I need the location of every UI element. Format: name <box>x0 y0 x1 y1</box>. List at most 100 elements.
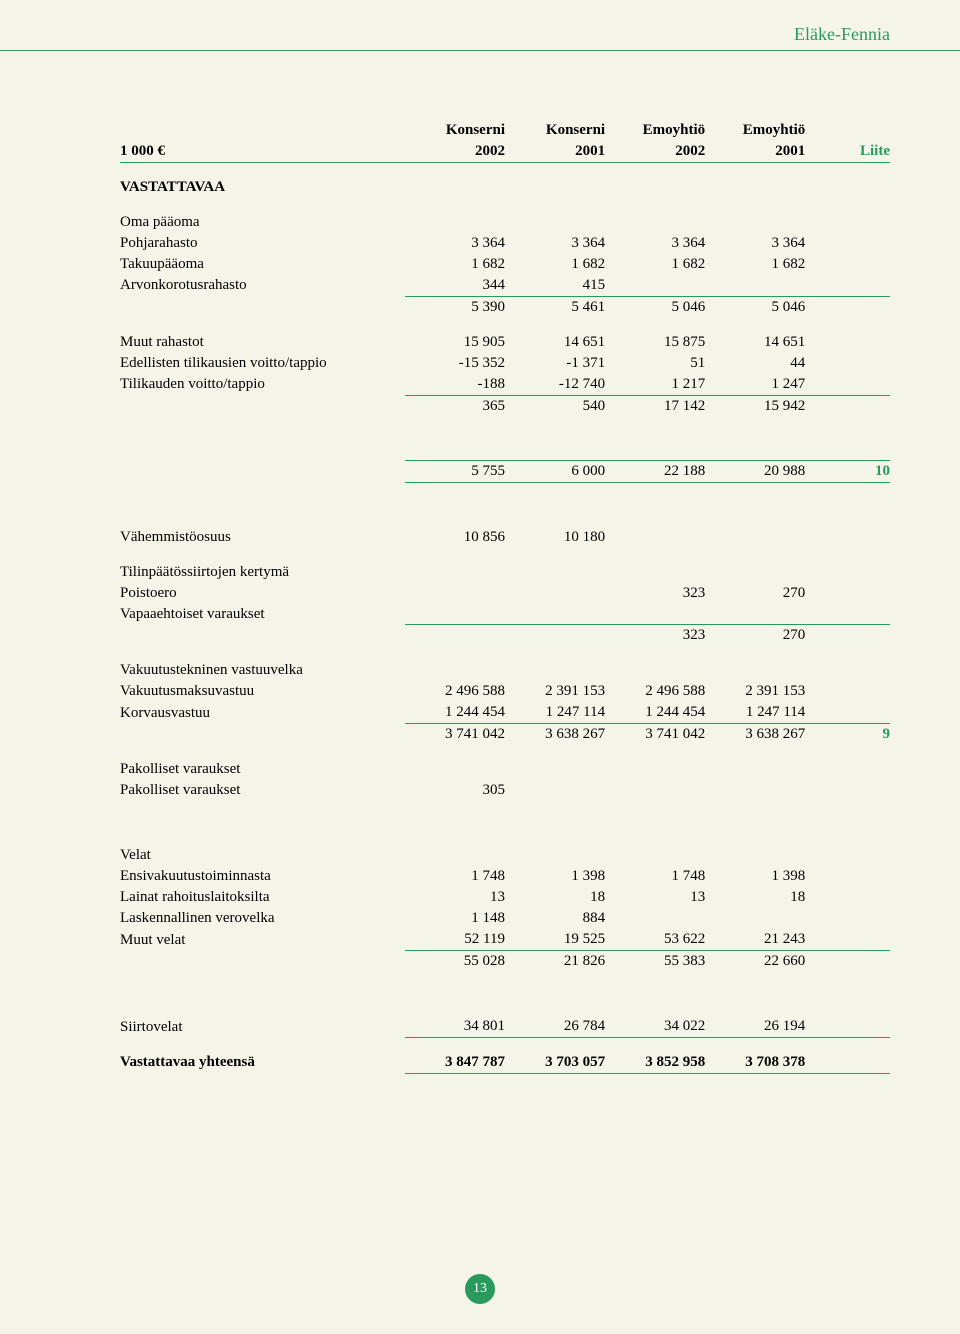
row-label: Vapaaehtoiset varaukset <box>120 604 405 625</box>
section-title-row: VASTATTAVAA <box>120 177 890 198</box>
table-row: Muut velat52 11919 52553 62221 243 <box>120 929 890 951</box>
table-row: Siirtovelat34 80126 78434 02226 194 <box>120 1016 890 1038</box>
block-heading-row: Oma pääoma <box>120 212 890 233</box>
table-row: 5 3905 4615 0465 046 <box>120 296 890 318</box>
row-label: Siirtovelat <box>120 1016 405 1038</box>
block-heading: Tilinpäätössiirtojen kertymä <box>120 562 890 583</box>
row-label: Korvausvastuu <box>120 702 405 724</box>
col-header: Emoyhtiö <box>705 120 805 141</box>
table-row: Poistoero323270 <box>120 583 890 604</box>
value-cell: 1 247 114 <box>505 702 605 724</box>
liite-cell <box>805 908 890 929</box>
liite-cell <box>805 681 890 702</box>
value-cell: 5 461 <box>505 296 605 318</box>
financial-table: KonserniKonserniEmoyhtiöEmoyhtiö1 000 €2… <box>120 120 890 1087</box>
value-cell: -1 371 <box>505 353 605 374</box>
liite-cell <box>805 233 890 254</box>
liite-cell: 10 <box>805 461 890 483</box>
table-row: 323270 <box>120 625 890 647</box>
value-cell <box>705 604 805 625</box>
value-cell: 44 <box>705 353 805 374</box>
liite-cell <box>805 625 890 647</box>
value-cell <box>705 780 805 801</box>
value-cell <box>705 275 805 297</box>
value-cell: 3 703 057 <box>505 1052 605 1074</box>
table-row: Pakolliset varaukset305 <box>120 780 890 801</box>
liite-cell <box>805 583 890 604</box>
liite-cell <box>805 395 890 417</box>
value-cell: 17 142 <box>605 395 705 417</box>
value-cell: 1 682 <box>505 254 605 275</box>
value-cell <box>505 625 605 647</box>
value-cell: -15 352 <box>405 353 505 374</box>
value-cell: 13 <box>405 887 505 908</box>
col-year: 2001 <box>505 141 605 163</box>
value-cell: 3 364 <box>705 233 805 254</box>
value-cell: 21 826 <box>505 951 605 973</box>
liite-cell <box>805 527 890 548</box>
value-cell: 2 496 588 <box>605 681 705 702</box>
row-label: Edellisten tilikausien voitto/tappio <box>120 353 405 374</box>
liite-header: Liite <box>805 141 890 163</box>
value-cell: 20 988 <box>705 461 805 483</box>
table-row: 55 02821 82655 38322 660 <box>120 951 890 973</box>
value-cell <box>605 527 705 548</box>
table-row: Edellisten tilikausien voitto/tappio-15 … <box>120 353 890 374</box>
row-label <box>120 296 405 318</box>
page-number-badge: 13 <box>465 1274 495 1304</box>
value-cell: 1 398 <box>505 866 605 887</box>
table-row: 3 741 0423 638 2673 741 0423 638 2679 <box>120 724 890 746</box>
value-cell: 21 243 <box>705 929 805 951</box>
content-area: KonserniKonserniEmoyhtiöEmoyhtiö1 000 €2… <box>120 30 890 1087</box>
row-label <box>120 395 405 417</box>
liite-cell <box>805 254 890 275</box>
row-label <box>120 951 405 973</box>
table-row: Vakuutusmaksuvastuu2 496 5882 391 1532 4… <box>120 681 890 702</box>
block-heading-row: Pakolliset varaukset <box>120 759 890 780</box>
liite-cell <box>805 951 890 973</box>
row-label: Vastattavaa yhteensä <box>120 1052 405 1074</box>
row-label: Takuupääoma <box>120 254 405 275</box>
value-cell: 15 942 <box>705 395 805 417</box>
value-cell: 22 660 <box>705 951 805 973</box>
row-label: Muut velat <box>120 929 405 951</box>
value-cell: 5 755 <box>405 461 505 483</box>
liite-cell <box>805 374 890 396</box>
row-label <box>120 461 405 483</box>
liite-cell <box>805 702 890 724</box>
block-heading: Oma pääoma <box>120 212 890 233</box>
liite-cell: 9 <box>805 724 890 746</box>
value-cell: 305 <box>405 780 505 801</box>
value-cell: 3 638 267 <box>505 724 605 746</box>
block-heading: Velat <box>120 845 890 866</box>
liite-cell <box>805 604 890 625</box>
value-cell: 5 390 <box>405 296 505 318</box>
value-cell: 26 194 <box>705 1016 805 1038</box>
row-label: Pohjarahasto <box>120 233 405 254</box>
liite-cell <box>805 332 890 353</box>
value-cell <box>505 604 605 625</box>
value-cell: 22 188 <box>605 461 705 483</box>
value-cell: 3 364 <box>405 233 505 254</box>
value-cell: 344 <box>405 275 505 297</box>
value-cell: 10 180 <box>505 527 605 548</box>
row-label: Tilikauden voitto/tappio <box>120 374 405 396</box>
value-cell: 19 525 <box>505 929 605 951</box>
value-cell: 323 <box>605 583 705 604</box>
brand-name: Eläke-Fennia <box>794 24 890 45</box>
value-cell: 34 022 <box>605 1016 705 1038</box>
block-heading: Vakuutustekninen vastuuvelka <box>120 660 890 681</box>
value-cell: 18 <box>705 887 805 908</box>
table-row: Lainat rahoituslaitoksilta13181318 <box>120 887 890 908</box>
block-heading-row: Vakuutustekninen vastuuvelka <box>120 660 890 681</box>
value-cell: 15 875 <box>605 332 705 353</box>
row-label: Arvonkorotusrahasto <box>120 275 405 297</box>
value-cell: 3 741 042 <box>405 724 505 746</box>
page: Eläke-Fennia KonserniKonserniEmoyhtiöEmo… <box>0 0 960 1334</box>
row-label: Poistoero <box>120 583 405 604</box>
value-cell: 2 391 153 <box>505 681 605 702</box>
table-row: Arvonkorotusrahasto344415 <box>120 275 890 297</box>
value-cell: 415 <box>505 275 605 297</box>
liite-cell <box>805 866 890 887</box>
value-cell: 1 682 <box>705 254 805 275</box>
